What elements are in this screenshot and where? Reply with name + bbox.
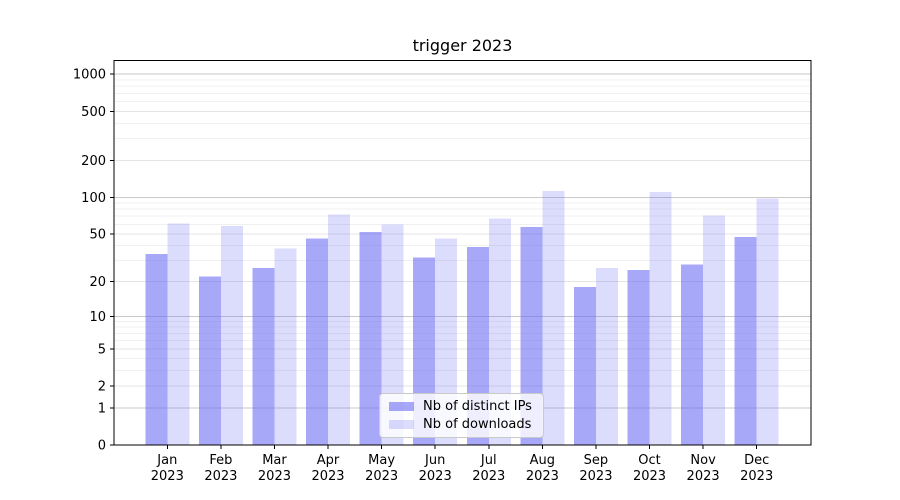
x-tick-label-month: Feb [209, 453, 232, 468]
x-tick-label-year: 2023 [472, 469, 505, 484]
bar-jul-downloads [488, 218, 511, 445]
x-tick-label-month: Jun [424, 453, 445, 468]
x-axis: Jan2023Feb2023Mar2023Apr2023May2023Jun20… [151, 445, 773, 484]
bar-feb-downloads [220, 226, 243, 445]
x-tick-label-month: Mar [262, 453, 287, 468]
y-tick-label: 2 [98, 380, 106, 395]
bars-downloads [167, 191, 779, 445]
x-tick-label-month: Jul [480, 453, 497, 468]
bar-may-ips [359, 231, 382, 445]
y-axis: 0 1 2 5 10 20 50 100 200 500 1000 [73, 68, 114, 454]
bar-mar-ips [252, 268, 275, 445]
bar-sep-downloads [595, 268, 618, 445]
x-tick-label-month: Oct [638, 453, 660, 468]
gridlines-minor [114, 79, 811, 372]
x-tick-label-year: 2023 [258, 469, 291, 484]
x-tick-label-month: May [368, 453, 395, 468]
bar-mar-downloads [274, 248, 297, 445]
x-tick-label-year: 2023 [365, 469, 398, 484]
y-tick-label: 5 [98, 342, 106, 357]
y-tick-label: 1000 [73, 68, 106, 83]
y-tick-label: 200 [81, 154, 106, 169]
bar-may-downloads [381, 224, 404, 445]
bar-sep-ips [573, 286, 596, 445]
x-tick-label-month: Aug [530, 453, 555, 468]
bar-feb-ips [198, 276, 221, 445]
x-tick-label-year: 2023 [204, 469, 237, 484]
legend-label-downloads: Nb of downloads [423, 416, 532, 432]
bar-nov-ips [681, 264, 704, 445]
axes-border [113, 60, 812, 446]
y-tick-label: 20 [89, 275, 106, 290]
x-tick-label-year: 2023 [633, 469, 666, 484]
y-tick-label: 500 [81, 105, 106, 120]
bar-dec-downloads [756, 198, 779, 445]
bar-oct-ips [627, 270, 650, 445]
y-tick-label: 50 [89, 227, 106, 242]
legend-label-distinct-ips: Nb of distinct IPs [423, 399, 532, 415]
y-tick-label: 10 [89, 310, 106, 325]
x-tick-label-month: Sep [584, 453, 609, 468]
bar-aug-ips [520, 227, 543, 445]
legend-item-downloads: Nb of downloads [389, 418, 534, 431]
x-tick-label-month: Apr [317, 453, 340, 468]
bar-jan-downloads [167, 223, 190, 445]
x-tick-label-month: Jan [156, 453, 177, 468]
x-tick-label-month: Dec [744, 453, 769, 468]
x-tick-label-year: 2023 [311, 469, 344, 484]
y-tick-label: 0 [98, 439, 106, 454]
chart-title: trigger 2023 [412, 36, 513, 55]
y-tick-label: 100 [81, 191, 106, 206]
x-tick-label-year: 2023 [526, 469, 559, 484]
legend-swatch-distinct-ips [389, 402, 414, 412]
x-tick-label-year: 2023 [687, 469, 720, 484]
bar-jan-ips [145, 254, 168, 445]
legend: Nb of distinct IPs Nb of downloads [379, 393, 544, 438]
x-tick-label-month: Nov [690, 453, 716, 468]
x-tick-label-year: 2023 [151, 469, 184, 484]
bar-oct-downloads [649, 192, 672, 445]
x-tick-label-year: 2023 [579, 469, 612, 484]
x-tick-label-year: 2023 [419, 469, 452, 484]
bar-apr-downloads [328, 214, 351, 445]
bar-dec-ips [734, 237, 757, 445]
x-tick-label-year: 2023 [740, 469, 773, 484]
legend-swatch-downloads [389, 419, 414, 429]
y-tick-label: 1 [98, 401, 106, 416]
bar-nov-downloads [703, 215, 726, 445]
bar-apr-ips [306, 238, 329, 445]
legend-item-distinct-ips: Nb of distinct IPs [389, 400, 534, 413]
bar-aug-downloads [542, 191, 565, 445]
